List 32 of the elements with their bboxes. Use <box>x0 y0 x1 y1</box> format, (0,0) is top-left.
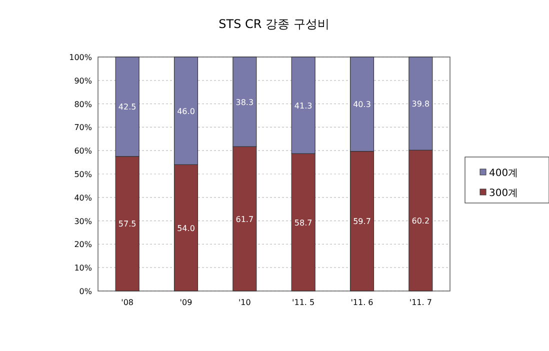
data-label: 40.3 <box>353 100 371 110</box>
data-label: 60.2 <box>412 216 430 226</box>
x-tick-label: '11. 5 <box>292 298 315 307</box>
y-tick-label: 10% <box>74 264 92 273</box>
y-tick-label: 30% <box>74 216 92 226</box>
data-label: 41.3 <box>294 101 312 110</box>
chart-title: STS CR 강종 구성비 <box>218 17 330 31</box>
data-label: 42.5 <box>118 102 136 112</box>
legend-label: 300계 <box>489 188 518 199</box>
legend-label: 400계 <box>489 168 518 179</box>
x-tick-label: '10 <box>238 298 251 307</box>
data-label: 57.5 <box>118 220 136 229</box>
x-tick-label: '09 <box>180 298 192 307</box>
data-label: 61.7 <box>236 214 254 224</box>
y-tick-label: 60% <box>74 146 92 156</box>
y-tick-label: 50% <box>74 170 92 179</box>
data-label: 54.0 <box>177 224 195 233</box>
y-tick-label: 0% <box>79 287 92 296</box>
y-tick-label: 90% <box>74 76 92 86</box>
data-label: 59.7 <box>353 217 371 226</box>
y-tick-label: 20% <box>74 240 92 250</box>
data-label: 39.8 <box>412 100 430 109</box>
x-tick-label: '11. 7 <box>409 298 432 307</box>
data-label: 58.7 <box>294 218 312 228</box>
x-tick-label: '08 <box>121 298 134 307</box>
x-tick-label: '11. 6 <box>350 298 374 307</box>
data-label: 38.3 <box>236 98 254 107</box>
y-tick-label: 80% <box>74 100 92 109</box>
data-label: 46.0 <box>177 106 195 116</box>
y-tick-label: 40% <box>74 193 92 202</box>
y-tick-label: 70% <box>74 123 92 132</box>
y-tick-label: 100% <box>69 53 92 62</box>
